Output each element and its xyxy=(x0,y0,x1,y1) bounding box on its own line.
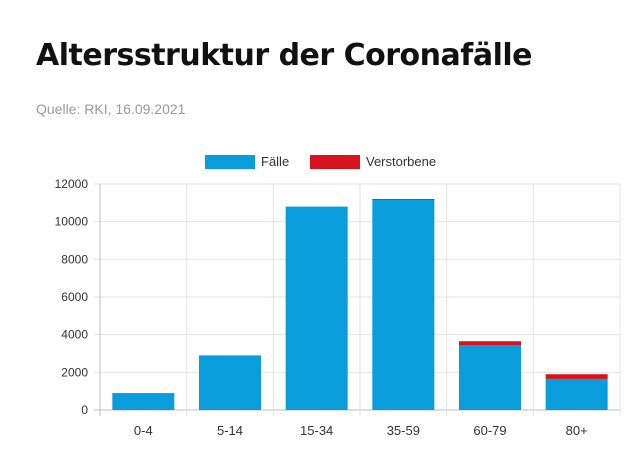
x-tick-label: 80+ xyxy=(566,423,588,438)
x-tick-label: 35-59 xyxy=(387,423,420,438)
y-tick-label: 2000 xyxy=(61,365,88,379)
y-tick-label: 10000 xyxy=(55,215,89,229)
x-tick-label: 15-34 xyxy=(300,423,333,438)
bar-faelle-80+ xyxy=(545,378,608,410)
x-tick-label: 60-79 xyxy=(473,423,506,438)
legend-faelle-label: Fälle xyxy=(261,154,289,169)
legend-verstorbene-label: Verstorbene xyxy=(366,154,436,169)
y-tick-label: 6000 xyxy=(61,290,88,304)
bar-faelle-60-79 xyxy=(459,345,521,410)
bar-verstorbene-80+ xyxy=(545,374,608,379)
y-tick-label: 0 xyxy=(81,403,88,417)
y-tick-label: 4000 xyxy=(61,328,88,342)
bar-faelle-15-34 xyxy=(285,206,348,410)
bar-faelle-5-14 xyxy=(199,355,261,410)
legend-faelle-swatch xyxy=(205,155,255,169)
page-title: Altersstruktur der Coronafälle xyxy=(36,38,532,73)
bar-verstorbene-60-79 xyxy=(459,341,521,346)
y-tick-label: 8000 xyxy=(61,252,88,266)
x-tick-label: 0-4 xyxy=(134,423,153,438)
bar-verstorbene-35-59 xyxy=(372,199,435,201)
legend-verstorbene-swatch xyxy=(310,155,360,169)
source-note: Quelle: RKI, 16.09.2021 xyxy=(36,101,186,117)
bar-faelle-0-4 xyxy=(112,393,175,410)
x-tick-label: 5-14 xyxy=(217,423,243,438)
y-tick-label: 12000 xyxy=(55,177,89,191)
bar-faelle-35-59 xyxy=(372,200,435,410)
